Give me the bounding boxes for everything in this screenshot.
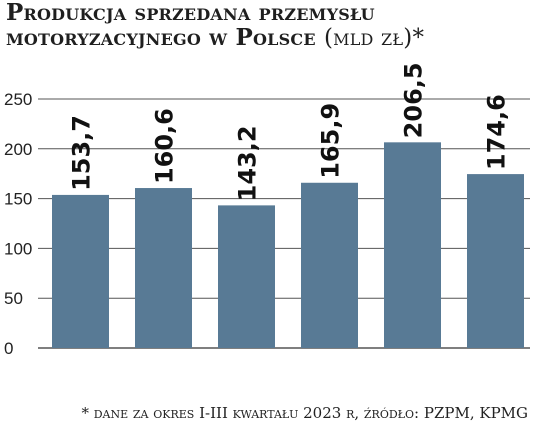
bar bbox=[52, 194, 109, 348]
chart-title-main: Produkcja sprzedana przemysłu motoryzacy… bbox=[6, 0, 375, 51]
bar-value-label: 153,7 bbox=[68, 115, 96, 191]
bar bbox=[135, 188, 192, 348]
bar-value-label: 165,9 bbox=[317, 103, 345, 179]
bar bbox=[384, 142, 441, 348]
y-tick-label: 150 bbox=[4, 190, 32, 209]
chart-title-unit: (mld zł)* bbox=[323, 25, 425, 51]
bar-value-label: 206,5 bbox=[400, 62, 428, 138]
y-tick-label: 100 bbox=[4, 239, 32, 258]
bar-value-label: 160,6 bbox=[151, 108, 179, 184]
chart-footnote: * dane za okres I-III kwartału 2023 r, ź… bbox=[81, 404, 528, 422]
y-tick-label: 250 bbox=[4, 90, 32, 109]
bar bbox=[467, 174, 524, 348]
bar bbox=[218, 205, 275, 348]
y-tick-label: 200 bbox=[4, 140, 32, 159]
bar bbox=[301, 182, 358, 348]
chart-title: Produkcja sprzedana przemysłu motoryzacy… bbox=[6, 0, 526, 51]
y-tick-label: 50 bbox=[4, 289, 23, 308]
y-tick-label: 0 bbox=[4, 339, 13, 358]
bar-value-label: 174,6 bbox=[483, 94, 511, 170]
bar-value-label: 143,2 bbox=[234, 125, 262, 201]
